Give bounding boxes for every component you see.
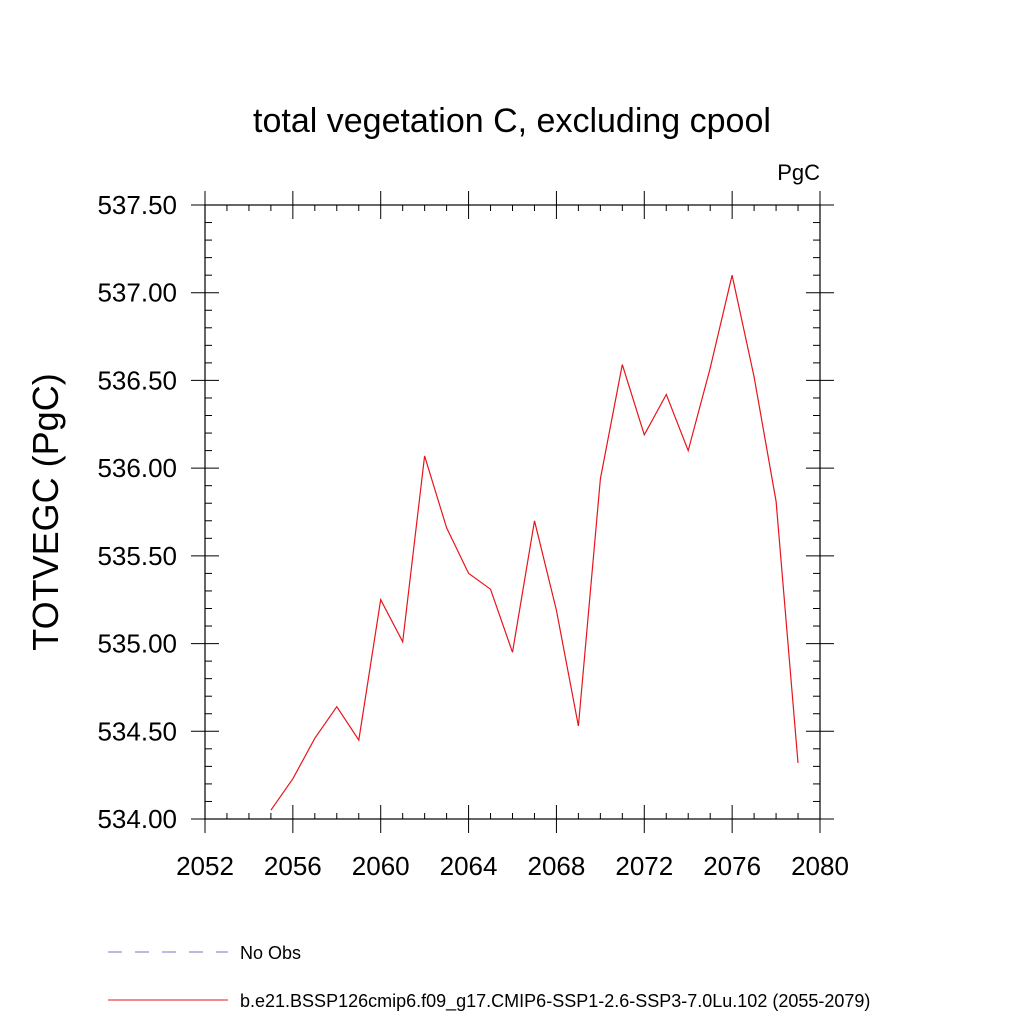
legend-label: No Obs [240, 943, 301, 963]
x-tick-label: 2060 [352, 851, 410, 881]
x-tick-label: 2068 [528, 851, 586, 881]
y-tick-label: 537.00 [97, 278, 177, 308]
chart-title: total vegetation C, excluding cpool [253, 102, 771, 140]
units-label: PgC [777, 160, 820, 185]
x-tick-label: 2064 [440, 851, 498, 881]
y-tick-label: 534.50 [97, 716, 177, 746]
legend: No Obs b.e21.BSSP126cmip6.f09_g17.CMIP6-S… [108, 943, 870, 1012]
y-tick-label: 537.50 [97, 190, 177, 220]
y-tick-label: 534.00 [97, 804, 177, 834]
y-tick-label: 535.50 [97, 541, 177, 571]
legend-label: b.e21.BSSP126cmip6.f09_g17.CMIP6-SSP1-2.… [240, 991, 870, 1012]
axis-tick-labels: 2052 2056 2060 2064 2068 2072 2076 2080 534.00 53… [97, 190, 848, 881]
x-tick-label: 2080 [791, 851, 849, 881]
series-layer [270, 275, 799, 811]
y-tick-label: 536.00 [97, 453, 177, 483]
series-line [270, 275, 799, 811]
x-tick-label: 2052 [176, 851, 234, 881]
x-tick-label: 2072 [615, 851, 673, 881]
y-tick-label: 535.00 [97, 629, 177, 659]
y-axis-label: TOTVEGC (PgC) [25, 373, 66, 650]
x-tick-label: 2076 [703, 851, 761, 881]
x-tick-label: 2056 [264, 851, 322, 881]
y-tick-label: 536.50 [97, 365, 177, 395]
plot-frame [204, 204, 821, 820]
axis-ticks [191, 191, 834, 833]
